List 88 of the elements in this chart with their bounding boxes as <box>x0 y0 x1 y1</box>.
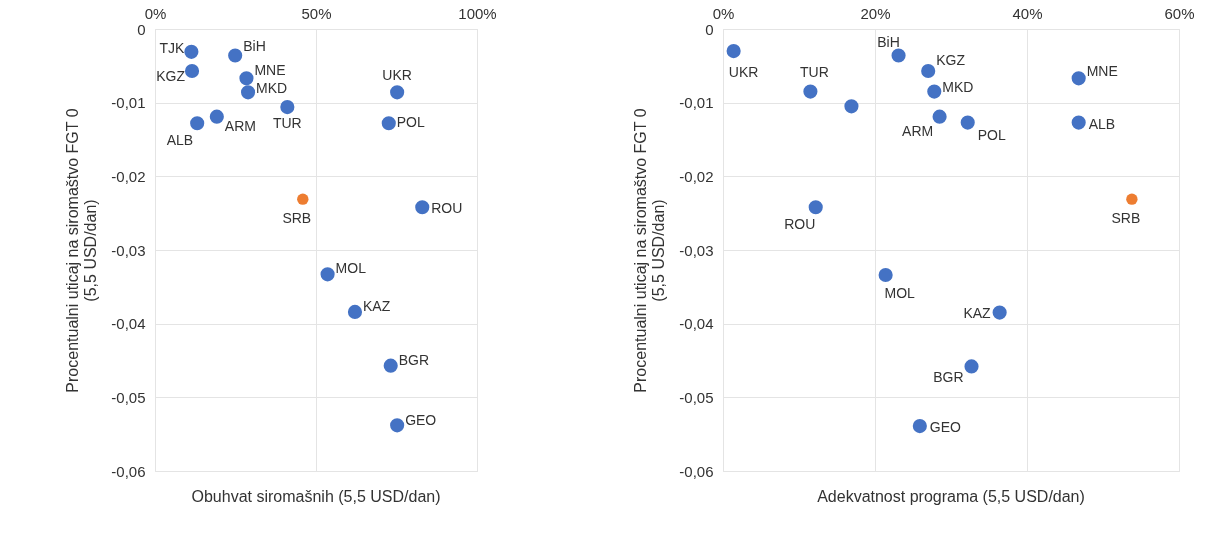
annotation: BiH <box>877 33 900 50</box>
annotation: MOL <box>884 285 916 302</box>
point <box>927 84 942 99</box>
y-tick-label: -0,04 <box>679 315 714 333</box>
annotation: ARM <box>224 117 256 134</box>
point <box>381 116 396 131</box>
y-tick-label: -0,05 <box>111 388 146 406</box>
point <box>390 85 405 100</box>
point <box>390 418 405 433</box>
point <box>921 63 936 79</box>
point <box>383 358 398 373</box>
point <box>320 267 335 282</box>
annotation: SRB <box>1111 210 1141 227</box>
x-axis-title: Obuhvat siromašnih (5,5 USD/dan) <box>191 488 441 505</box>
annotation: UKR <box>382 67 412 84</box>
x-tick-label: 0% <box>712 4 735 22</box>
point <box>1071 115 1086 130</box>
point <box>347 304 363 319</box>
annotation: GEO <box>405 412 437 429</box>
y-tick-label: 0 <box>137 20 146 38</box>
y-axis-title: Procentualni uticaj na siromaštvo FGT 0 (5,5 USD/dan) <box>64 108 100 393</box>
point <box>964 359 979 374</box>
y-tick-label: -0,04 <box>111 315 146 333</box>
annotation: ROU <box>431 200 463 217</box>
y-tick-label: -0,01 <box>679 94 714 112</box>
annotation: GEO <box>929 419 962 436</box>
y-tick-label: -0,02 <box>679 167 714 185</box>
annotation: ARM <box>902 122 934 139</box>
point <box>808 200 823 215</box>
point <box>1071 71 1086 86</box>
point <box>803 84 818 99</box>
annotation: MNE <box>1086 63 1118 80</box>
point <box>184 63 200 79</box>
x-tick-label: 50% <box>301 4 332 22</box>
annotation: MKD <box>256 80 288 97</box>
x-tick-label: 40% <box>1012 4 1043 22</box>
annotation: MNE <box>254 62 286 79</box>
point <box>415 200 430 215</box>
y-tick-label: -0,01 <box>111 94 146 112</box>
point <box>228 48 243 63</box>
annotation: KAZ <box>362 297 391 314</box>
y-tick-label: 0 <box>705 20 714 38</box>
annotation: MKD <box>942 78 974 95</box>
point <box>912 419 927 434</box>
point <box>190 116 205 131</box>
annotation: TUR <box>272 115 302 132</box>
annotation: ALB <box>166 132 194 149</box>
x-tick-label: 60% <box>1164 4 1195 22</box>
point <box>992 305 1007 320</box>
point <box>297 193 309 205</box>
annotation: BGR <box>933 369 964 386</box>
annotation: ROU <box>784 216 816 233</box>
point <box>280 100 295 115</box>
point <box>184 44 199 59</box>
y-tick-label: -0,02 <box>111 167 146 185</box>
x-axis-title: Adekvatnost programa (5,5 USD/dan) <box>817 488 1085 505</box>
point <box>960 115 975 130</box>
point <box>891 48 906 63</box>
point <box>726 44 741 59</box>
annotation: TJK <box>159 39 186 56</box>
annotation: BGR <box>398 351 430 368</box>
y-tick-label: -0,06 <box>679 462 714 480</box>
point <box>239 71 254 86</box>
annotation: UKR <box>728 64 759 81</box>
y-tick-label: -0,03 <box>679 241 714 259</box>
point <box>209 109 224 124</box>
point <box>844 99 859 114</box>
y-tick-label: -0,03 <box>111 241 146 259</box>
annotation: KGZ <box>936 51 966 68</box>
x-tick-label: 0% <box>144 4 167 22</box>
x-tick-label: 20% <box>860 4 891 22</box>
point <box>878 267 893 283</box>
y-tick-label: -0,06 <box>111 462 146 480</box>
annotation: BiH <box>243 37 266 54</box>
annotation: SRB <box>282 210 312 227</box>
point <box>240 85 256 100</box>
y-tick-label: -0,05 <box>679 388 714 406</box>
annotation: KGZ <box>156 67 186 84</box>
annotation: ALB <box>1088 115 1116 132</box>
x-tick-label: 100% <box>458 4 497 22</box>
point <box>1126 193 1138 205</box>
y-axis-title: Procentualni uticaj na siromaštvo FGT 0 (5,5 USD/dan) <box>632 108 668 393</box>
point <box>932 109 947 124</box>
annotation: POL <box>977 126 1006 143</box>
annotation: MOL <box>335 260 367 277</box>
annotation: TUR <box>800 63 829 80</box>
annotation: KAZ <box>963 304 992 321</box>
annotation: POL <box>396 114 425 131</box>
